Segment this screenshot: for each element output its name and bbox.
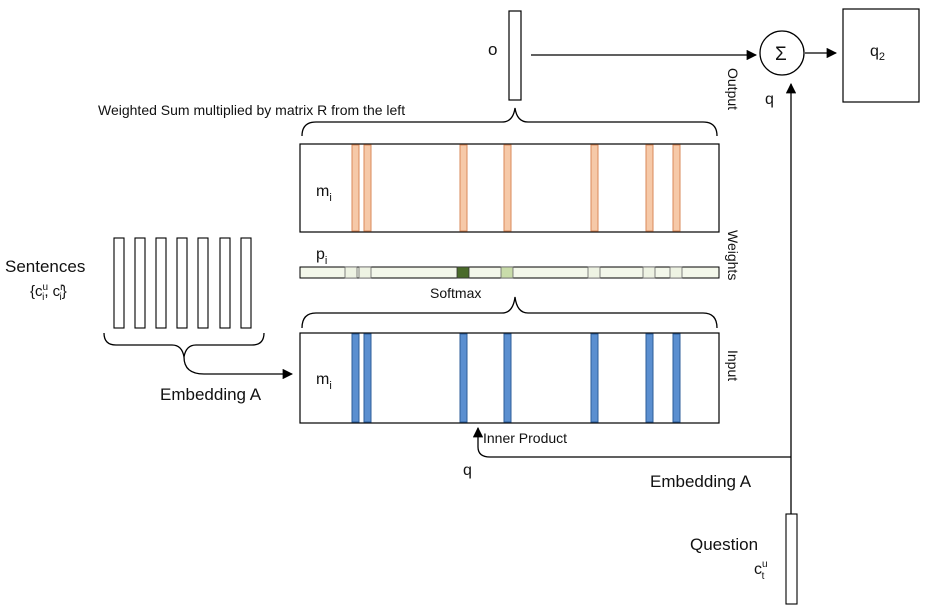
output-stripe-2 xyxy=(363,144,372,232)
q2-box xyxy=(842,8,920,103)
output-stripe-7 xyxy=(672,144,681,232)
input-stripe-2 xyxy=(363,333,372,423)
input-stripe-1 xyxy=(351,333,360,423)
input-memory-stripes xyxy=(351,333,681,423)
m-bottom-label: mi xyxy=(316,371,332,392)
input-label: Input xyxy=(725,350,741,381)
weights-label: Weights xyxy=(725,230,741,280)
embedding-a-right-label: Embedding A xyxy=(650,472,752,491)
weight-cell-5 xyxy=(587,266,601,279)
weight-cell-2 xyxy=(358,266,372,279)
weight-cell-4 xyxy=(500,266,514,279)
output-vector-o xyxy=(508,10,522,101)
input-stripe-6 xyxy=(645,333,654,423)
inner-product-label: Inner Product xyxy=(483,430,567,446)
weight-cell-1 xyxy=(344,266,358,279)
sentences-set-label: {cu i, cr i} xyxy=(30,282,67,303)
embedding-a-left-arrow xyxy=(183,356,294,380)
output-stripe-6 xyxy=(645,144,654,232)
sentence-bar-7 xyxy=(240,237,252,329)
output-memory-stripes xyxy=(351,144,681,232)
weight-cell-7 xyxy=(669,266,683,279)
sum-symbol: Σ xyxy=(775,44,787,65)
question-c-label: cu t xyxy=(754,559,768,582)
p-label: pi xyxy=(316,246,327,267)
sentence-bar-2 xyxy=(134,237,146,329)
sentence-bar-1 xyxy=(113,237,125,329)
sentence-bar-5 xyxy=(197,237,209,329)
output-stripe-1 xyxy=(351,144,360,232)
question-vector xyxy=(785,513,798,605)
q-right-label: q xyxy=(765,91,774,108)
output-stripe-5 xyxy=(590,144,599,232)
input-stripe-4 xyxy=(503,333,512,423)
top-brace-icon xyxy=(301,107,718,137)
output-stripe-4 xyxy=(503,144,512,232)
input-stripe-7 xyxy=(672,333,681,423)
sentence-bar-6 xyxy=(219,237,231,329)
sum-icon xyxy=(759,30,805,76)
q2-label: q2 xyxy=(870,43,885,63)
sentences-brace-icon xyxy=(103,332,265,358)
q-left-label: q xyxy=(463,462,472,479)
m-top-label: mi xyxy=(316,183,332,204)
inner-product-arrow xyxy=(472,426,791,458)
weight-cell-6 xyxy=(642,266,656,279)
sentence-bar-4 xyxy=(176,237,188,329)
output-stripe-3 xyxy=(459,144,468,232)
question-label: Question xyxy=(690,535,758,554)
sentence-bars xyxy=(113,237,252,329)
sentences-label: Sentences xyxy=(5,257,85,276)
weighted-sum-label: Weighted Sum multiplied by matrix R from… xyxy=(98,102,405,118)
o-label: o xyxy=(488,40,497,59)
sentence-bar-3 xyxy=(155,237,167,329)
embedding-a-left-label: Embedding A xyxy=(160,385,262,404)
input-stripe-3 xyxy=(459,333,468,423)
input-stripe-5 xyxy=(590,333,599,423)
output-label: Output xyxy=(725,68,741,110)
softmax-brace-icon xyxy=(301,296,718,329)
softmax-label: Softmax xyxy=(430,285,481,301)
weight-cells xyxy=(344,266,683,279)
weight-cell-3 xyxy=(456,266,470,279)
